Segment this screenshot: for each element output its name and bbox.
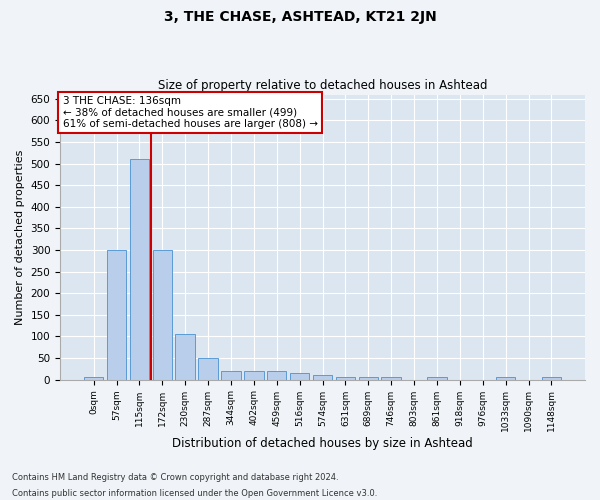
Bar — [175, 334, 195, 380]
Y-axis label: Number of detached properties: Number of detached properties — [15, 150, 25, 325]
Bar — [84, 378, 103, 380]
Bar — [313, 376, 332, 380]
X-axis label: Distribution of detached houses by size in Ashtead: Distribution of detached houses by size … — [172, 437, 473, 450]
Bar — [496, 378, 515, 380]
Bar — [152, 250, 172, 380]
Bar — [382, 378, 401, 380]
Bar — [107, 250, 126, 380]
Bar — [427, 378, 446, 380]
Title: Size of property relative to detached houses in Ashtead: Size of property relative to detached ho… — [158, 79, 487, 92]
Bar — [542, 378, 561, 380]
Bar — [130, 160, 149, 380]
Bar — [221, 371, 241, 380]
Text: Contains public sector information licensed under the Open Government Licence v3: Contains public sector information licen… — [12, 488, 377, 498]
Bar — [335, 378, 355, 380]
Text: 3 THE CHASE: 136sqm
← 38% of detached houses are smaller (499)
61% of semi-detac: 3 THE CHASE: 136sqm ← 38% of detached ho… — [62, 96, 317, 129]
Bar — [290, 373, 310, 380]
Bar — [267, 371, 286, 380]
Text: Contains HM Land Registry data © Crown copyright and database right 2024.: Contains HM Land Registry data © Crown c… — [12, 474, 338, 482]
Text: 3, THE CHASE, ASHTEAD, KT21 2JN: 3, THE CHASE, ASHTEAD, KT21 2JN — [164, 10, 436, 24]
Bar — [359, 378, 378, 380]
Bar — [199, 358, 218, 380]
Bar — [244, 371, 263, 380]
